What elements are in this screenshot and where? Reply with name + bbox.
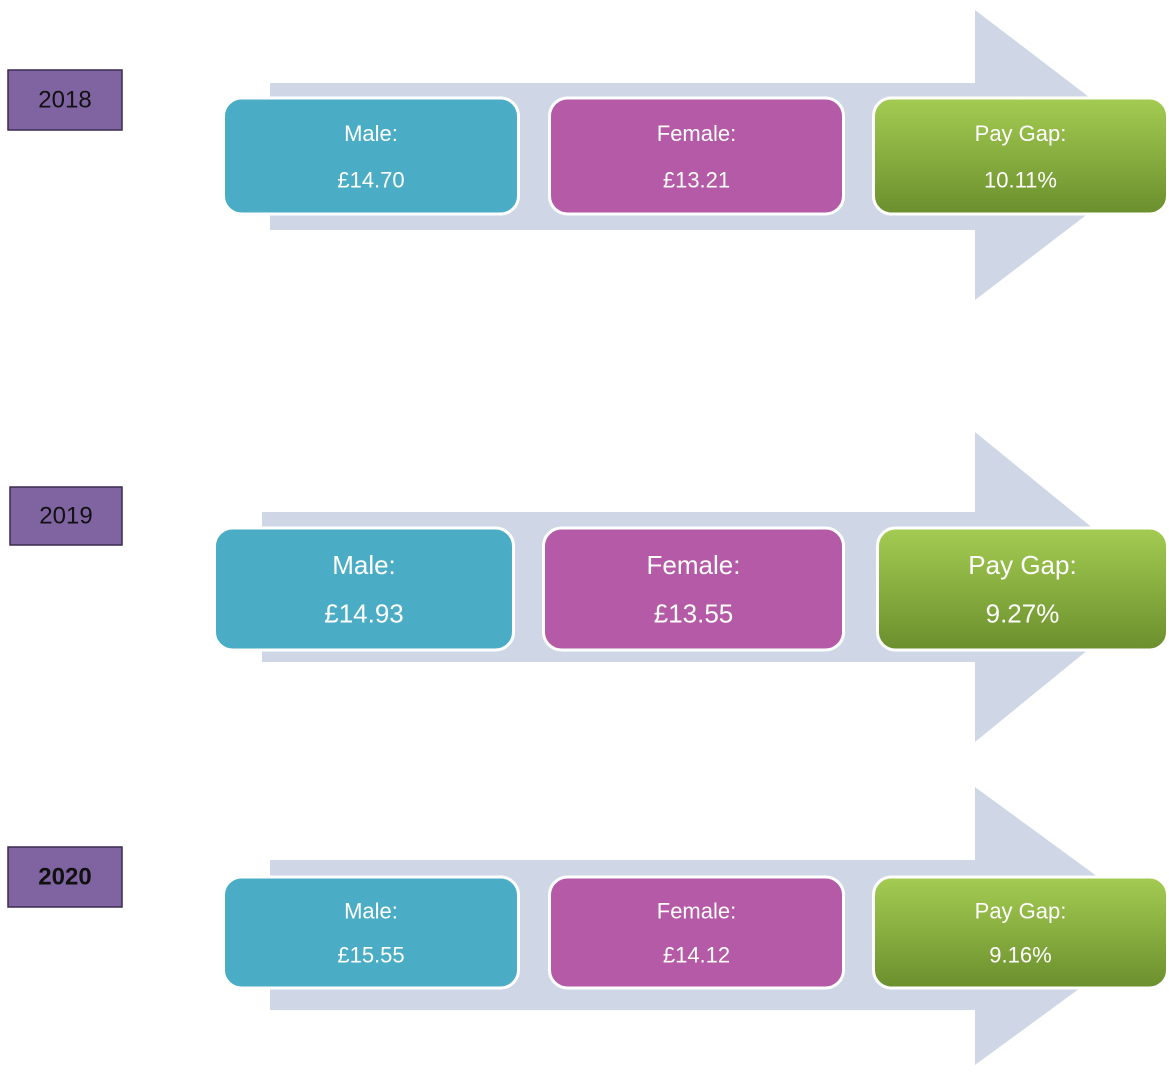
box-label: Pay Gap: <box>968 550 1076 580</box>
box-label: Male: <box>344 898 398 923</box>
year-box <box>9 486 123 546</box>
value-box <box>213 526 515 652</box>
box-value: £15.55 <box>337 943 404 968</box>
year-label: 2020 <box>38 863 91 890</box>
box-value: £14.12 <box>663 943 730 968</box>
value-box <box>548 875 845 990</box>
year-label: 2019 <box>39 502 92 529</box>
box-value: 9.16% <box>989 943 1051 968</box>
value-box <box>222 875 520 990</box>
box-label: Female: <box>647 550 741 580</box>
box-label: Female: <box>657 898 736 923</box>
value-box <box>876 526 1169 652</box>
value-box <box>548 96 845 216</box>
year-label: 2018 <box>38 86 91 113</box>
year-box <box>7 846 123 908</box>
box-value: 10.11% <box>984 167 1057 192</box>
value-box <box>222 96 520 216</box>
box-label: Pay Gap: <box>975 898 1067 923</box>
box-label: Pay Gap: <box>975 121 1067 146</box>
box-label: Female: <box>657 121 736 146</box>
box-value: £14.93 <box>324 599 404 629</box>
box-value: 9.27% <box>986 599 1060 629</box>
box-label: Male: <box>332 550 396 580</box>
box-value: £13.55 <box>654 599 734 629</box>
value-box <box>872 96 1169 216</box>
value-box <box>872 875 1169 990</box>
year-box <box>7 69 123 131</box>
box-value: £14.70 <box>337 167 404 192</box>
box-value: £13.21 <box>663 167 730 192</box>
box-label: Male: <box>344 121 398 146</box>
value-box <box>542 526 845 652</box>
